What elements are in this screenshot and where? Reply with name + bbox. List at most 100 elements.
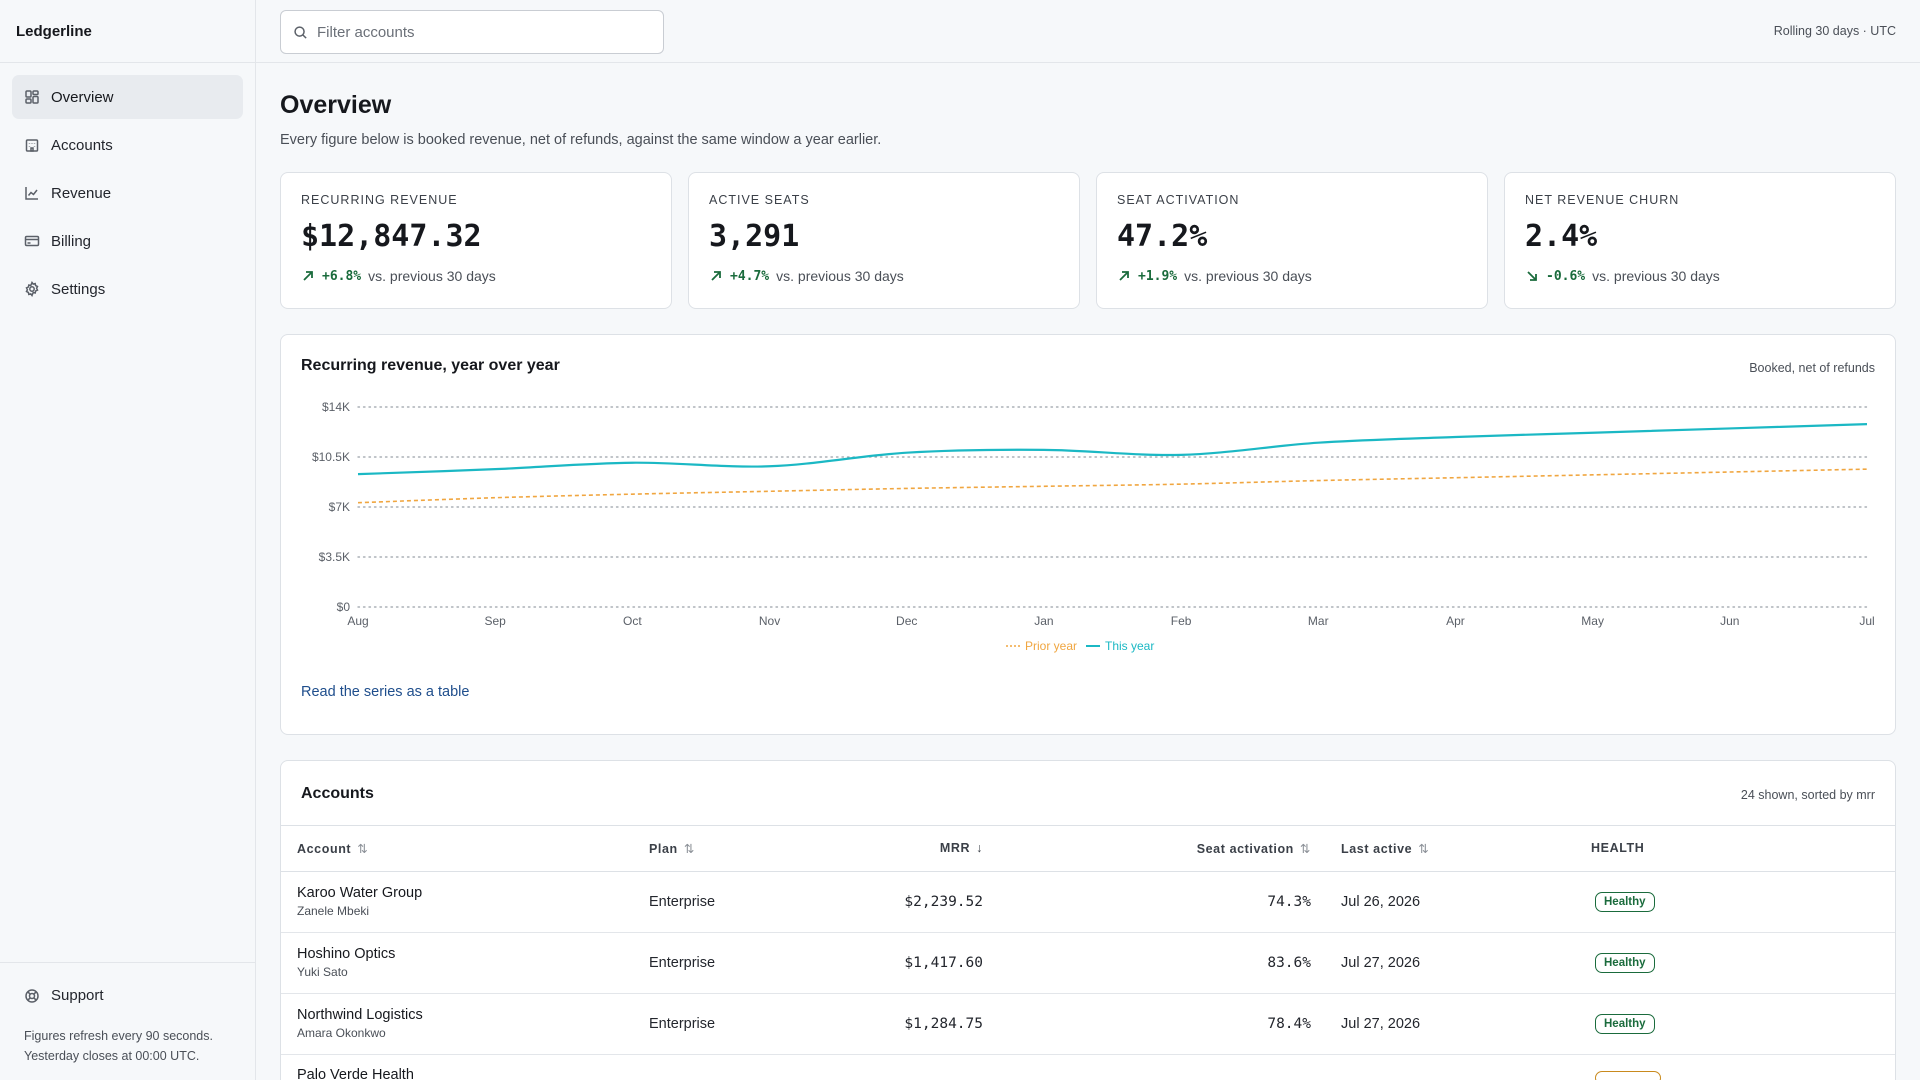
sidebar-item-label: Settings <box>51 280 106 298</box>
account-owner: Yuki Sato <box>297 965 348 979</box>
column-header-mrr[interactable]: MRR ↓ <box>829 826 983 872</box>
kpi-card-seat-activation: SEAT ACTIVATION 47.2% +1.9% vs. previous… <box>1096 172 1488 309</box>
column-label: Seat activation <box>1196 841 1294 856</box>
search-box[interactable] <box>280 10 664 54</box>
sidebar: Ledgerline Overview Accounts Revenue Bil… <box>0 0 256 1080</box>
x-tick-label: Nov <box>759 614 780 628</box>
arrow-down-right-icon <box>1525 269 1539 283</box>
chart-note: Booked, net of refunds <box>1749 361 1875 375</box>
kpi-row: RECURRING REVENUE $12,847.32 +6.8% vs. p… <box>280 172 1896 309</box>
main-content: Overview Every figure below is booked re… <box>280 63 1896 1080</box>
account-name[interactable]: Hoshino Optics <box>297 946 396 962</box>
arrow-up-right-icon <box>1117 269 1131 283</box>
sort-descending-icon: ↓ <box>976 841 983 856</box>
accounts-header: Accounts 24 shown, sorted by mrr <box>281 761 1895 826</box>
kpi-value: $12,847.32 <box>301 219 482 254</box>
x-tick-label: Feb <box>1171 614 1192 628</box>
health-badge: Healthy <box>1595 952 1655 973</box>
account-owner: Amara Okonkwo <box>297 1026 386 1040</box>
refresh-note-line: Yesterday closes at 00:00 UTC. <box>24 1049 200 1063</box>
kpi-delta: -0.6% vs. previous 30 days <box>1525 268 1875 284</box>
plan-cell: Enterprise <box>649 932 829 994</box>
arrow-up-right-icon <box>709 269 723 283</box>
last-active-cell: Jul 26, 2026 <box>1311 871 1591 933</box>
plan-cell: Enterprise <box>649 993 829 1055</box>
column-header-account[interactable]: Account ⇅ <box>281 826 649 872</box>
table-row[interactable]: Hoshino Optics Yuki Sato Enterprise $1,41… <box>281 932 1895 994</box>
kpi-delta-suffix: vs. previous 30 days <box>1184 268 1312 284</box>
column-header-seat-activation[interactable]: Seat activation ⇅ <box>983 826 1311 872</box>
x-tick-label: Jul <box>1859 614 1874 628</box>
dashboard-icon <box>24 89 40 105</box>
health-badge: Healthy <box>1595 1013 1655 1034</box>
revenue-line-chart: $0 $3.5K $7K $10.5K $14K Aug Sep Oct Nov Dec Jan Fe… <box>312 400 1875 653</box>
plan-cell: Enterprise <box>649 871 829 933</box>
sidebar-footer: Support Figures refresh every 90 seconds… <box>0 962 255 1080</box>
kpi-label: ACTIVE SEATS <box>709 193 810 207</box>
account-name[interactable]: Northwind Logistics <box>297 1007 423 1023</box>
account-name[interactable]: Karoo Water Group <box>297 885 423 901</box>
refresh-note: Figures refresh every 90 seconds. Yester… <box>24 1026 255 1066</box>
kpi-delta-value: +1.9% <box>1138 268 1178 284</box>
mrr-cell: $1,284.75 <box>829 993 983 1055</box>
column-label: Last active <box>1341 841 1413 856</box>
kpi-value: 3,291 <box>709 219 800 254</box>
kpi-delta-suffix: vs. previous 30 days <box>776 268 904 284</box>
table-row[interactable]: Northwind Logistics Amara Okonkwo Enterpr… <box>281 993 1895 1055</box>
credit-card-icon <box>24 233 40 249</box>
table-row[interactable]: Palo Verde Health <box>281 1054 1895 1080</box>
table-row[interactable]: Karoo Water Group Zanele Mbeki Enterprise… <box>281 871 1895 933</box>
y-tick-label: $7K <box>329 500 350 514</box>
x-tick-label: May <box>1581 614 1604 628</box>
activation-cell: 83.6% <box>983 932 1311 994</box>
health-badge: Healthy <box>1595 891 1655 912</box>
kpi-card-active-seats: ACTIVE SEATS 3,291 +4.7% vs. previous 30… <box>688 172 1080 309</box>
sidebar-item-overview[interactable]: Overview <box>12 75 243 119</box>
series-line-prior-year <box>357 468 1868 504</box>
kpi-delta-value: -0.6% <box>1546 268 1586 284</box>
column-label: HEALTH <box>1591 841 1645 856</box>
read-as-table-link[interactable]: Read the series as a table <box>301 684 470 700</box>
building-icon <box>24 137 40 153</box>
y-tick-label: $10.5K <box>312 450 350 464</box>
sidebar-item-label: Billing <box>51 232 92 250</box>
activation-cell: 74.3% <box>983 871 1311 933</box>
sidebar-item-accounts[interactable]: Accounts <box>12 123 243 167</box>
support-link[interactable]: Support <box>24 987 255 1004</box>
y-tick-label: $3.5K <box>319 550 350 564</box>
sidebar-nav: Overview Accounts Revenue Billing Settin… <box>0 63 255 327</box>
account-name[interactable]: Palo Verde Health <box>297 1066 414 1080</box>
sidebar-item-revenue[interactable]: Revenue <box>12 171 243 215</box>
chart-title: Recurring revenue, year over year <box>301 357 560 374</box>
column-label: Account <box>297 841 352 856</box>
app-name: Ledgerline <box>0 0 255 63</box>
kpi-delta-suffix: vs. previous 30 days <box>1592 268 1720 284</box>
column-header-plan[interactable]: Plan ⇅ <box>649 826 829 872</box>
gear-icon <box>24 281 40 297</box>
legend-label-this-year: This year <box>1105 639 1154 653</box>
sidebar-item-label: Overview <box>51 88 114 106</box>
x-tick-label: Apr <box>1446 614 1465 628</box>
x-tick-label: Aug <box>347 614 368 628</box>
activation-cell: 78.4% <box>983 993 1311 1055</box>
y-tick-label: $0 <box>337 600 351 614</box>
search-input[interactable] <box>317 23 637 41</box>
last-active-cell: Jul 27, 2026 <box>1311 993 1591 1055</box>
sidebar-item-label: Accounts <box>51 136 113 154</box>
series-line-this-year <box>357 423 1868 476</box>
column-label: MRR <box>939 841 971 856</box>
sidebar-item-settings[interactable]: Settings <box>12 267 243 311</box>
search-icon <box>294 25 307 39</box>
y-tick-label: $14K <box>322 400 350 414</box>
column-header-last-active[interactable]: Last active ⇅ <box>1311 826 1591 872</box>
column-label: Plan <box>649 841 678 856</box>
health-badge <box>1595 1070 1661 1080</box>
sidebar-item-billing[interactable]: Billing <box>12 219 243 263</box>
kpi-card-recurring-revenue: RECURRING REVENUE $12,847.32 +6.8% vs. p… <box>280 172 672 309</box>
x-tick-label: Oct <box>623 614 642 628</box>
kpi-label: RECURRING REVENUE <box>301 193 458 207</box>
last-active-cell: Jul 27, 2026 <box>1311 932 1591 994</box>
x-tick-label: Jan <box>1034 614 1053 628</box>
account-owner: Zanele Mbeki <box>297 904 370 918</box>
kpi-card-net-revenue-churn: NET REVENUE CHURN 2.4% -0.6% vs. previou… <box>1504 172 1896 309</box>
